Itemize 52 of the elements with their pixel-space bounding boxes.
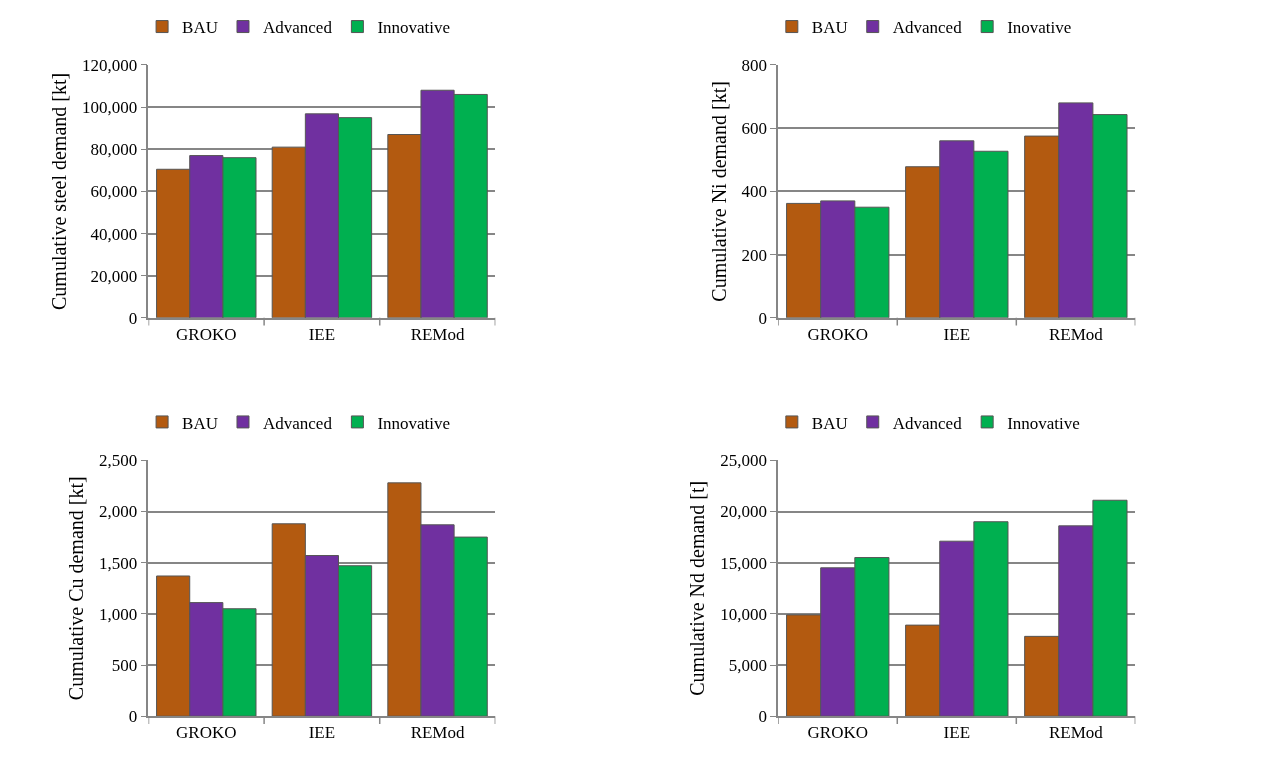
y-tick-label: 20,000 (90, 266, 138, 286)
y-tick-label: 400 (741, 182, 768, 202)
x-tick-label: REMod (410, 723, 465, 743)
legend-label: Inovative (1007, 18, 1072, 38)
y-tick-label: 800 (741, 55, 768, 75)
y-axis-title: Cumulative Ni demand [kt] (707, 81, 730, 302)
y-tick-label: 1,000 (99, 604, 138, 624)
y-axis-title: Cumulative Cu demand [kt] (65, 476, 88, 701)
legend-label: BAU (811, 413, 848, 433)
y-tick-label: 80,000 (90, 140, 138, 160)
y-tick-label: 20,000 (720, 502, 768, 522)
legend-label: Innovative (377, 18, 451, 38)
y-tick-label: 15,000 (720, 553, 768, 573)
legend-label: Innovative (1007, 413, 1080, 433)
x-tick-label: GROKO (176, 723, 237, 743)
y-tick-label: 500 (111, 655, 138, 675)
x-tick-label: GROKO (176, 324, 237, 344)
y-tick-label: 200 (741, 245, 768, 265)
x-tick-label: GROKO (807, 723, 868, 743)
y-axis-title: Cumulative steel demand [kt] (48, 72, 71, 310)
x-tick-label: IEE (308, 324, 336, 344)
y-tick-label: 40,000 (90, 224, 138, 244)
x-tick-label: GROKO (807, 324, 868, 344)
y-tick-label: 25,000 (720, 451, 768, 471)
legend-label: Advanced (262, 413, 333, 433)
y-tick-label: 5,000 (728, 655, 768, 675)
y-axis-title: Cumulative Nd demand [t] (686, 480, 709, 696)
legend-label: BAU (182, 18, 218, 38)
y-tick-label: 1,500 (99, 553, 138, 573)
y-tick-label: 60,000 (90, 182, 138, 202)
y-tick-label: 100,000 (82, 98, 138, 118)
x-tick-label: REMod (410, 324, 465, 344)
y-tick-label: 0 (758, 308, 768, 328)
y-tick-label: 0 (128, 707, 138, 727)
x-tick-label: REMod (1048, 723, 1104, 743)
y-tick-label: 2,000 (99, 502, 138, 522)
y-tick-label: 0 (758, 707, 768, 727)
y-tick-label: 10,000 (720, 604, 768, 624)
x-tick-label: REMod (1048, 324, 1104, 344)
legend-label: Advanced (892, 18, 963, 38)
legend-label: BAU (182, 413, 218, 433)
x-tick-label: IEE (308, 723, 336, 743)
y-tick-label: 600 (741, 119, 768, 139)
legend-label: Advanced (892, 413, 963, 433)
x-tick-label: IEE (943, 723, 971, 743)
y-tick-label: 120,000 (82, 55, 138, 75)
legend-label: Innovative (377, 413, 451, 433)
legend-label: BAU (811, 18, 848, 38)
x-tick-label: IEE (943, 324, 971, 344)
y-tick-label: 0 (128, 308, 138, 328)
y-tick-label: 2,500 (99, 451, 138, 471)
legend-label: Advanced (262, 18, 333, 38)
